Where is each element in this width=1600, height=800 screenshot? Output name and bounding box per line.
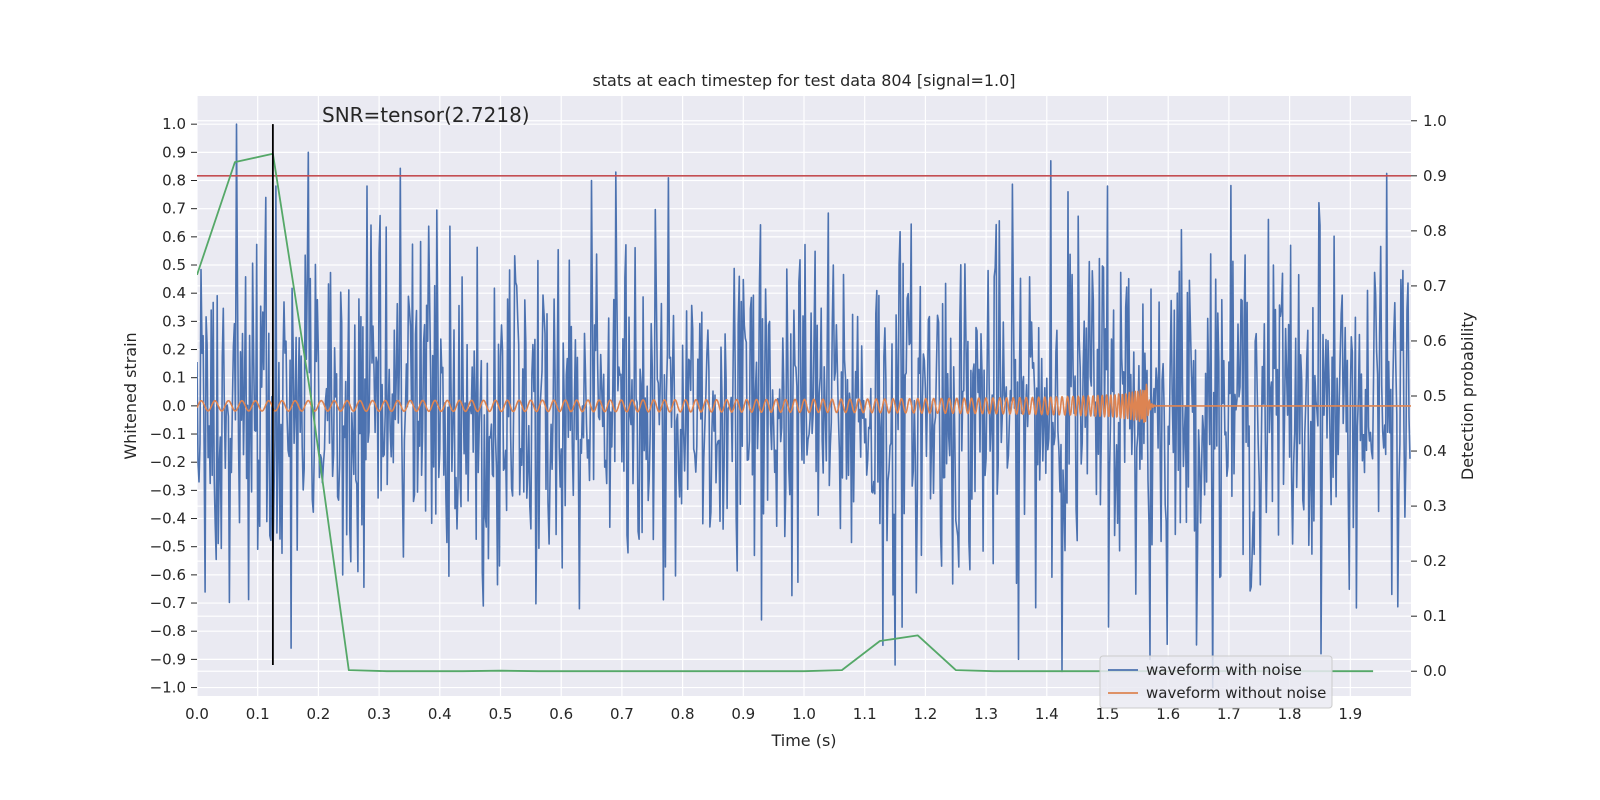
x-tick-label: 1.3	[974, 705, 998, 723]
x-tick-label: 0.7	[610, 705, 634, 723]
x-tick-label: 0.8	[671, 705, 695, 723]
y2-tick-label: 0.1	[1423, 607, 1447, 625]
y-tick-label: −0.9	[150, 650, 186, 668]
y-tick-label: 0.5	[162, 256, 186, 274]
y2-axis-label: Detection probability	[1458, 312, 1477, 480]
y2-tick-label: 0.0	[1423, 662, 1447, 680]
x-axis-ticks: 0.0 0.1 0.2 0.3 0.4 0.5 0.6 0.7 0.8 0.9 1.0 1.1 1.2 1…	[185, 705, 1362, 723]
x-tick-label: 1.8	[1278, 705, 1302, 723]
legend-box	[1099, 655, 1333, 709]
y2-tick-label: 0.4	[1423, 442, 1447, 460]
legend: waveform with noise waveform without noi…	[1099, 655, 1333, 709]
y-tick-label: 1.0	[162, 115, 186, 133]
x-tick-label: 0.5	[489, 705, 513, 723]
y-tick-label: 0.7	[162, 200, 186, 218]
y-tick-label: −0.3	[150, 481, 186, 499]
x-tick-label: 1.4	[1035, 705, 1059, 723]
legend-label-waveform-with-noise: waveform with noise	[1146, 661, 1302, 679]
x-tick-label: 0.2	[306, 705, 330, 723]
series-line-waveform-without-noise	[197, 383, 1411, 423]
y-axis-label: Whitened strain	[121, 332, 140, 459]
y-tick-label: 0.9	[162, 143, 186, 161]
y-tick-label: 0.0	[162, 397, 186, 415]
y2-tick-label: 0.5	[1423, 387, 1447, 405]
x-tick-label: 1.9	[1338, 705, 1362, 723]
y-tick-label: −0.8	[150, 622, 186, 640]
x-tick-label: 0.0	[185, 705, 209, 723]
y2-tick-label: 0.9	[1423, 167, 1447, 185]
x-tick-label: 1.2	[913, 705, 937, 723]
x-tick-label: 0.3	[367, 705, 391, 723]
x-tick-label: 0.1	[246, 705, 270, 723]
y-tick-label: −0.6	[150, 566, 186, 584]
x-axis-label: Time (s)	[770, 731, 836, 750]
y2-tick-label: 1.0	[1423, 112, 1447, 130]
y2-tick-label: 0.8	[1423, 222, 1447, 240]
snr-annotation: SNR=tensor(2.7218)	[322, 103, 530, 127]
x-tick-label: 0.9	[731, 705, 755, 723]
series-line-waveform-with-noise	[197, 123, 1411, 689]
y2-tick-label: 0.2	[1423, 552, 1447, 570]
y-tick-label: −1.0	[150, 679, 186, 697]
y2-axis-ticks: 1.0 0.9 0.8 0.7 0.6 0.5 0.4 0.3 0.2 0.1 0.0	[1411, 112, 1447, 680]
x-tick-label: 1.1	[853, 705, 877, 723]
y-tick-label: −0.4	[150, 510, 186, 528]
y-tick-label: −0.2	[150, 453, 186, 471]
x-tick-label: 1.5	[1096, 705, 1120, 723]
x-tick-label: 1.7	[1217, 705, 1241, 723]
legend-label-waveform-without-noise: waveform without noise	[1146, 684, 1326, 702]
y2-tick-label: 0.6	[1423, 332, 1447, 350]
y2-tick-label: 0.7	[1423, 277, 1447, 295]
x-tick-label: 1.0	[792, 705, 816, 723]
x-tick-label: 0.6	[549, 705, 573, 723]
y-tick-label: 0.6	[162, 228, 186, 246]
y-tick-label: 0.3	[162, 312, 186, 330]
y-tick-label: 0.1	[162, 369, 186, 387]
y-tick-label: −0.1	[150, 425, 186, 443]
y-tick-label: 0.4	[162, 284, 186, 302]
y-axis-ticks: 1.0 0.9 0.8 0.7 0.6 0.5 0.4 0.3 0.2 0.1 0.0 −0.1 −0.…	[150, 115, 197, 697]
x-tick-label: 1.6	[1156, 705, 1180, 723]
y2-tick-label: 0.3	[1423, 497, 1447, 515]
x-tick-label: 0.4	[428, 705, 452, 723]
y-tick-label: −0.7	[150, 594, 186, 612]
y-tick-label: −0.5	[150, 538, 186, 556]
y-tick-label: 0.2	[162, 341, 186, 359]
chart-title: stats at each timestep for test data 804…	[592, 71, 1015, 90]
y-tick-label: 0.8	[162, 172, 186, 190]
